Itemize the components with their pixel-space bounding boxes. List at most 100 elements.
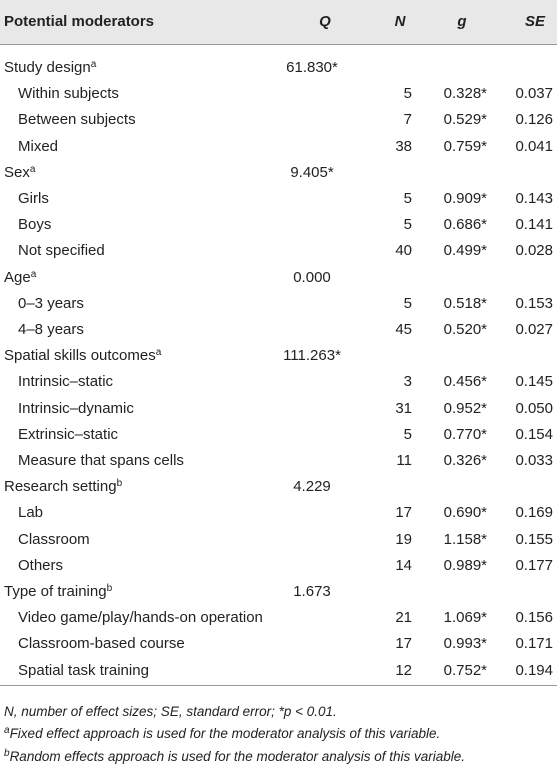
g-value: 0.752* <box>443 661 487 679</box>
item-label: Intrinsic–dynamic <box>18 399 134 417</box>
se-value: 0.126 <box>515 111 553 129</box>
item-label: 4–8 years <box>18 321 84 338</box>
g-value: 0.326* <box>443 452 487 469</box>
footnote-mark: b <box>4 747 10 759</box>
item-label: Lab <box>18 504 44 522</box>
g-value: 0.759* <box>443 137 487 155</box>
g-value: 0.499* <box>443 242 487 260</box>
se-value: 0.041 <box>515 137 553 155</box>
q-value: 61.830* <box>286 59 338 76</box>
n-value: 31 <box>395 399 412 417</box>
group-name: Age <box>4 268 31 286</box>
group-label: Study designa <box>4 58 96 78</box>
g-value: 0.456* <box>443 373 487 391</box>
item-label: Between subjects <box>18 111 136 129</box>
se-value: 0.171 <box>515 635 553 653</box>
g-value: 0.690* <box>443 504 487 522</box>
g-value: 1.158* <box>443 530 487 548</box>
se-value: 0.143 <box>515 190 553 207</box>
item-label: Others <box>18 556 64 574</box>
item-label: Classroom <box>18 530 90 548</box>
se-value: 0.027 <box>515 321 553 338</box>
footnote: aFixed effect approach is used for the m… <box>4 725 440 743</box>
g-value: 1.069* <box>443 609 487 627</box>
footnote-mark: b <box>116 478 123 490</box>
footnote-mark: a <box>30 268 37 280</box>
q-value: 9.405* <box>290 163 334 181</box>
g-value: 0.770* <box>443 425 487 443</box>
g-value: 0.989* <box>443 556 487 574</box>
n-value: 11 <box>396 452 412 469</box>
footnote-text: Fixed effect approach is used for the mo… <box>9 726 441 742</box>
footnote-mark: b <box>106 583 113 594</box>
se-value: 0.050 <box>515 399 553 417</box>
n-value: 5 <box>403 85 412 103</box>
header-cell: N <box>394 13 406 30</box>
g-value: 0.686* <box>443 216 487 234</box>
item-label: Boys <box>18 216 52 234</box>
group-name: Type of training <box>4 583 107 600</box>
item-label: Within subjects <box>18 85 119 103</box>
n-value: 5 <box>403 216 412 234</box>
footnote-mark: a <box>90 59 97 70</box>
group-label: Type of trainingb <box>4 582 112 602</box>
g-value: 0.328* <box>443 85 487 103</box>
se-value: 0.169 <box>515 504 553 522</box>
g-value: 0.518* <box>443 294 487 312</box>
g-value: 0.952* <box>443 399 487 417</box>
q-value: 1.673 <box>293 583 331 600</box>
footnote-text: N, number of effect sizes; SE, standard … <box>4 703 337 719</box>
n-value: 19 <box>395 530 412 548</box>
se-value: 0.177 <box>515 556 553 574</box>
n-value: 14 <box>395 556 412 574</box>
group-name: Sex <box>4 163 30 181</box>
header-cell: g <box>457 13 467 30</box>
group-label: Agea <box>4 268 36 288</box>
group-label: Sexa <box>4 163 35 183</box>
se-value: 0.153 <box>515 294 553 312</box>
footnote: bRandom effects approach is used for the… <box>4 748 465 766</box>
group-label: Spatial skills outcomesa <box>4 346 161 366</box>
item-label: Intrinsic–static <box>18 373 114 391</box>
q-value: 0.000 <box>293 268 331 286</box>
q-value: 4.229 <box>293 478 331 496</box>
n-value: 45 <box>395 321 412 338</box>
n-value: 12 <box>395 661 412 679</box>
n-value: 5 <box>403 190 412 207</box>
se-value: 0.156 <box>515 609 553 627</box>
n-value: 17 <box>395 635 412 653</box>
item-label: Video game/play/hands-on operation <box>18 609 263 627</box>
se-value: 0.155 <box>515 530 553 548</box>
se-value: 0.033 <box>515 452 553 469</box>
n-value: 5 <box>403 425 412 443</box>
g-value: 0.909* <box>443 190 487 207</box>
n-value: 3 <box>403 373 412 391</box>
g-value: 0.520* <box>443 321 487 338</box>
item-label: Mixed <box>18 137 59 155</box>
item-label: Classroom-based course <box>18 635 185 653</box>
footnote-text: Random effects approach is used for the … <box>9 748 466 764</box>
footnote-mark: a <box>4 725 10 737</box>
footnote-mark: a <box>155 347 162 359</box>
se-value: 0.037 <box>515 85 553 103</box>
item-label: Not specified <box>18 242 105 260</box>
item-label: Spatial task training <box>18 661 149 679</box>
footnote: N, number of effect sizes; SE, standard … <box>4 703 337 721</box>
se-value: 0.145 <box>515 373 553 391</box>
group-name: Research setting <box>4 478 117 496</box>
header-cell: SE <box>524 13 545 30</box>
se-value: 0.028 <box>515 242 553 260</box>
header-row: Potential moderators Q N g SE <box>0 0 557 45</box>
n-value: 21 <box>395 609 412 627</box>
se-value: 0.154 <box>515 425 553 443</box>
footnote-mark: a <box>29 163 36 175</box>
group-name: Study design <box>4 59 91 76</box>
item-label: Measure that spans cells <box>18 452 184 469</box>
q-value: 111.263* <box>283 347 341 365</box>
group-label: Research settingb <box>4 477 122 497</box>
header-cell: Potential moderators <box>4 13 155 30</box>
item-label: Extrinsic–static <box>18 425 119 443</box>
group-name: Spatial skills outcomes <box>4 347 156 365</box>
se-value: 0.141 <box>515 216 553 234</box>
